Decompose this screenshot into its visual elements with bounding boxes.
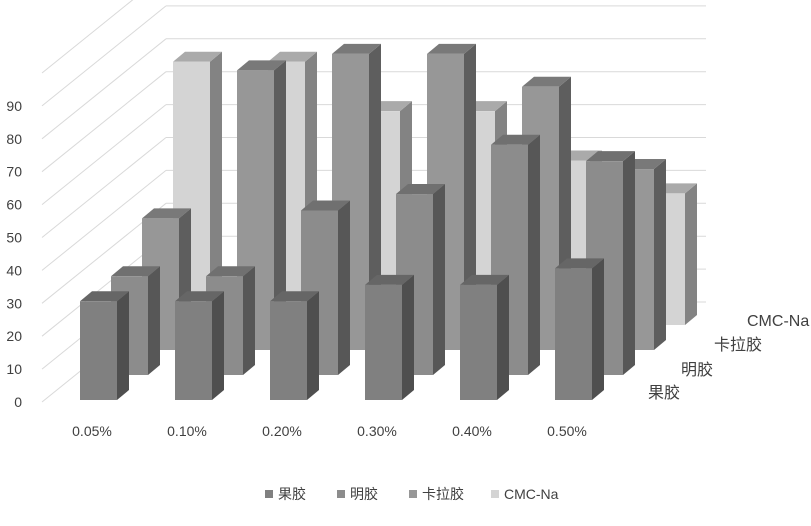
- bar-side-face: [369, 43, 381, 351]
- bar-side-face: [497, 274, 509, 400]
- bar-front-face: [80, 301, 117, 400]
- x-tick-label: 0.10%: [167, 423, 207, 439]
- y-tick-label: 20: [6, 328, 22, 344]
- gridline-left-wall: [41, 38, 167, 140]
- bar-side-face: [148, 266, 160, 375]
- y-tick-label: 10: [6, 361, 22, 377]
- legend-swatch: [265, 490, 273, 498]
- bar-side-face: [307, 291, 319, 400]
- legend-label: 卡拉胶: [422, 486, 464, 502]
- depth-axis-label: 果胶: [648, 384, 680, 402]
- bar-side-face: [212, 291, 224, 400]
- y-tick-label: 50: [6, 230, 22, 246]
- legend-label: CMC-Na: [504, 486, 559, 502]
- bar-side-face: [623, 151, 635, 375]
- bar-side-face: [685, 183, 697, 325]
- x-tick-label: 0.40%: [452, 423, 492, 439]
- bar: [80, 291, 129, 400]
- y-tick-label: 90: [6, 98, 22, 114]
- bar-top-face: [365, 274, 414, 285]
- legend-label: 明胶: [350, 486, 378, 502]
- legend-swatch: [337, 490, 345, 498]
- x-tick-label: 0.50%: [547, 423, 587, 439]
- gridline-left-wall: [41, 137, 167, 238]
- bar-top-face: [80, 291, 129, 302]
- bar-front-face: [365, 284, 402, 400]
- bar-top-face: [301, 200, 350, 211]
- bar-top-face: [173, 51, 222, 62]
- bar-top-face: [237, 60, 286, 71]
- bar-side-face: [433, 184, 445, 375]
- bar-top-face: [332, 43, 381, 54]
- bar-front-face: [460, 284, 497, 400]
- bar-side-face: [243, 266, 255, 375]
- bar-side-face: [210, 51, 222, 326]
- bar-top-face: [460, 274, 509, 285]
- bars-layer: [80, 43, 697, 400]
- bar-top-face: [142, 208, 191, 219]
- bar-top-face: [555, 258, 604, 269]
- bar: [175, 291, 224, 400]
- legend-item: 明胶: [337, 486, 378, 502]
- depth-axis-label: 明胶: [681, 361, 713, 379]
- legend-item: 果胶: [265, 486, 306, 502]
- y-tick-label: 70: [6, 164, 22, 180]
- bar-top-face: [396, 184, 445, 195]
- bar: [237, 60, 286, 350]
- gridline-left-wall: [41, 71, 167, 173]
- x-tick-label: 0.05%: [72, 423, 112, 439]
- bar-top-face: [206, 266, 255, 277]
- bar-side-face: [592, 258, 604, 400]
- bar-top-face: [522, 76, 571, 87]
- x-tick-label: 0.30%: [357, 423, 397, 439]
- bar: [270, 291, 319, 400]
- bar-side-face: [402, 274, 414, 400]
- y-tick-label: 80: [6, 131, 22, 147]
- y-tick-label: 0: [14, 394, 22, 410]
- gridline-left-wall: [41, 0, 134, 74]
- bar-front-face: [175, 301, 212, 400]
- bar-side-face: [654, 159, 666, 350]
- bar-side-face: [117, 291, 129, 400]
- bar-top-face: [111, 266, 160, 277]
- y-tick-label: 60: [6, 197, 22, 213]
- bar-top-face: [175, 291, 224, 302]
- bar-side-face: [274, 60, 286, 350]
- bar-side-face: [338, 200, 350, 375]
- y-tick-label: 40: [6, 262, 22, 278]
- bar: [555, 258, 604, 400]
- bar-top-face: [491, 134, 540, 145]
- depth-axis-label: CMC-Na: [747, 313, 809, 330]
- depth-axis-label: 卡拉胶: [714, 336, 762, 354]
- y-axis-ticks: 0 10 20 30 40 50 60 70 80 90: [6, 98, 22, 410]
- y-tick-label: 30: [6, 295, 22, 311]
- bar-side-face: [528, 134, 540, 375]
- gridline-left-wall: [41, 104, 167, 205]
- bar-top-face: [586, 151, 635, 162]
- bar-front-face: [555, 268, 592, 400]
- legend-item: CMC-Na: [491, 486, 559, 502]
- gridline-left-wall: [41, 5, 167, 107]
- legend-item: 卡拉胶: [409, 486, 464, 502]
- legend-swatch: [409, 490, 417, 498]
- bar: [365, 274, 414, 400]
- bar-side-face: [464, 43, 476, 351]
- bar: [460, 274, 509, 400]
- bar-front-face: [270, 301, 307, 400]
- x-tick-label: 0.20%: [262, 423, 302, 439]
- bar-top-face: [427, 43, 476, 54]
- bar-top-face: [270, 291, 319, 302]
- x-axis-ticks: 0.05% 0.10% 0.20% 0.30% 0.40% 0.50%: [72, 423, 587, 439]
- legend-swatch: [491, 490, 499, 498]
- legend: 果胶 明胶 卡拉胶 CMC-Na: [265, 486, 559, 502]
- legend-label: 果胶: [278, 486, 306, 502]
- gridline-left-wall: [41, 170, 167, 271]
- bar-top-face: [268, 51, 317, 62]
